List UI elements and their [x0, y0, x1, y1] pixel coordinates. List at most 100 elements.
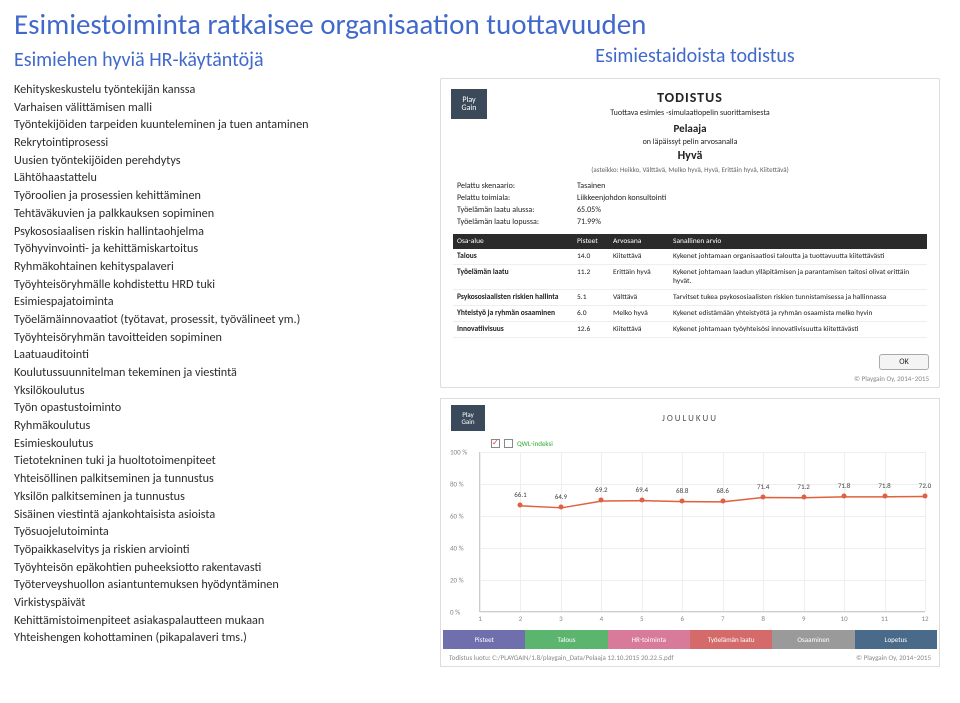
left-column: Esimiehen hyviä HR-käytäntöjä Kehityskes… — [0, 44, 440, 667]
practice-item: Sisäinen viestintä ajankohtaisista asioi… — [14, 506, 430, 524]
chart-point — [882, 494, 887, 499]
chart-point-label: 71.2 — [797, 482, 809, 491]
practice-item: Työhyvinvointi- ja kehittämiskartoitus — [14, 240, 430, 258]
chart-point — [558, 505, 563, 510]
cert-player: Pelaaja — [453, 122, 927, 135]
chart-point — [680, 498, 685, 503]
chart-point-label: 64.9 — [555, 492, 567, 501]
chart-point-label: 72.0 — [919, 481, 931, 490]
practice-item: Yksilön palkitseminen ja tunnustus — [14, 488, 430, 506]
table-cell: Psykososiaalisten riskien hallinta — [453, 290, 573, 306]
x-tick: 12 — [921, 614, 928, 623]
chart-plot: 100 %80 %60 %40 %20 %0 %1234567891011126… — [479, 452, 925, 612]
cert-meta-row: Pelattu skenaario:Tasainen — [457, 180, 927, 192]
table-row: Talous14.0KiitettäväKykenet johtamaan or… — [453, 249, 927, 265]
cert-meta: Pelattu skenaario:TasainenPelattu toimia… — [453, 180, 927, 228]
chart-point — [720, 499, 725, 504]
checkbox-icon[interactable] — [491, 439, 500, 448]
y-tick: 40 % — [450, 544, 464, 553]
page-title: Esimiestoiminta ratkaisee organisaation … — [0, 0, 960, 44]
table-row: Työelämän laatu11.2Erittäin hyväKykenet … — [453, 265, 927, 290]
practice-item: Esimiespajatoiminta — [14, 293, 430, 311]
y-tick: 60 % — [450, 512, 464, 521]
x-tick: 2 — [519, 614, 523, 623]
table-cell: Välttävä — [609, 290, 669, 306]
table-cell: Kykenet johtamaan työyhteisösi innovatii… — [669, 322, 927, 338]
table-cell: Erittäin hyvä — [609, 265, 669, 290]
ok-button[interactable]: OK — [879, 354, 929, 370]
practice-item: Yksilökoulutus — [14, 382, 430, 400]
y-tick: 0 % — [450, 608, 460, 617]
practice-item: Työroolien ja prosessien kehittäminen — [14, 187, 430, 205]
chart-tab[interactable]: Osaaminen — [772, 630, 854, 649]
chart-tab[interactable]: Pisteet — [443, 630, 525, 649]
table-cell: 11.2 — [573, 265, 609, 290]
chart-point — [599, 498, 604, 503]
cert-th: Osa-alue — [453, 234, 573, 249]
chart-title: JOULUKUU — [662, 413, 718, 424]
table-cell: Kiitettävä — [609, 249, 669, 265]
chart-point-label: 68.6 — [717, 486, 729, 495]
chart-point-label: 68.8 — [676, 486, 688, 495]
practice-item: Tehtäväkuvien ja palkkauksen sopiminen — [14, 205, 430, 223]
practice-item: Ryhmäkohtainen kehityspalaveri — [14, 258, 430, 276]
chart-point — [842, 494, 847, 499]
chart-tab[interactable]: Lopetus — [855, 630, 937, 649]
table-cell: Kykenet johtamaan organisaatiosi taloutt… — [669, 249, 927, 265]
chart-point — [518, 503, 523, 508]
chart-point-label: 71.8 — [838, 481, 850, 490]
right-title: Esimiestaidoista todistus — [440, 44, 950, 68]
chart-foot-left: Todistus luotu: C:/PLAYGAIN/1.8/playgain… — [449, 653, 674, 662]
practice-item: Lähtöhaastattelu — [14, 169, 430, 187]
practice-item: Esimieskoulutus — [14, 435, 430, 453]
table-cell: 5.1 — [573, 290, 609, 306]
x-tick: 5 — [640, 614, 644, 623]
table-cell: Kykenet johtamaan laadun ylläpitämisen j… — [669, 265, 927, 290]
table-cell: Yhteistyö ja ryhmän osaaminen — [453, 306, 573, 322]
chart-tabs: PisteetTalousHR-toimintaTyöelämän laatuO… — [443, 630, 937, 649]
practice-item: Tietotekninen tuki ja huoltotoimenpiteet — [14, 452, 430, 470]
chart-point-label: 71.8 — [878, 481, 890, 490]
chart-tab[interactable]: Talous — [525, 630, 607, 649]
x-tick: 4 — [600, 614, 604, 623]
practice-item: Psykososiaalisen riskin hallintaohjelma — [14, 223, 430, 241]
cert-meta-row: Työelämän laatu lopussa:71.99% — [457, 216, 927, 228]
cert-table: Osa-aluePisteetArvosanaSanallinen arvio … — [453, 234, 927, 338]
practice-list: Kehityskeskustelu työntekijän kanssaVarh… — [14, 81, 430, 647]
table-cell: Innovatiivisuus — [453, 322, 573, 338]
cert-grade-note: (asteikko: Heikko, Välttävä, Melko hyvä,… — [453, 165, 927, 174]
table-cell: 12.6 — [573, 322, 609, 338]
practice-item: Kehittämistoimenpiteet asiakaspalautteen… — [14, 612, 430, 630]
practice-item: Ryhmäkoulutus — [14, 417, 430, 435]
practice-item: Kehityskeskustelu työntekijän kanssa — [14, 81, 430, 99]
x-tick: 3 — [559, 614, 563, 623]
x-tick: 6 — [680, 614, 684, 623]
playgain-logo: PlayGain — [451, 405, 485, 431]
practice-item: Työntekijöiden tarpeiden kuunteleminen j… — [14, 116, 430, 134]
practice-item: Virkistyspäivät — [14, 594, 430, 612]
practice-item: Yhteisöllinen palkitseminen ja tunnustus — [14, 470, 430, 488]
practice-item: Työyhteisön epäkohtien puheeksiotto rake… — [14, 559, 430, 577]
chart-tab[interactable]: HR-toiminta — [608, 630, 690, 649]
table-row: Psykososiaalisten riskien hallinta5.1Väl… — [453, 290, 927, 306]
cert-title: TODISTUS — [453, 89, 927, 106]
table-cell: 14.0 — [573, 249, 609, 265]
y-tick: 100 % — [450, 448, 467, 457]
table-cell: 6.0 — [573, 306, 609, 322]
table-cell: Talous — [453, 249, 573, 265]
chart-tab[interactable]: Työelämän laatu — [690, 630, 772, 649]
chart-point-label: 69.4 — [636, 485, 648, 494]
chart-panel: PlayGain JOULUKUU QWL-indeksi 100 %80 %6… — [440, 398, 940, 667]
practice-item: Työsuojelutoiminta — [14, 523, 430, 541]
cert-copyright: © Playgain Oy, 2014–2015 — [441, 374, 939, 387]
chart-point — [801, 495, 806, 500]
practice-item: Työyhteisöryhmän tavoitteiden sopiminen — [14, 329, 430, 347]
x-tick: 9 — [802, 614, 806, 623]
practice-item: Laatuauditointi — [14, 346, 430, 364]
table-cell: Kykenet edistämään yhteistyötä ja ryhmän… — [669, 306, 927, 322]
practice-item: Työpaikkaselvitys ja riskien arviointi — [14, 541, 430, 559]
checkbox-icon[interactable] — [504, 439, 513, 448]
table-cell: Kiitettävä — [609, 322, 669, 338]
table-cell: Työelämän laatu — [453, 265, 573, 290]
practice-item: Varhaisen välittämisen malli — [14, 99, 430, 117]
